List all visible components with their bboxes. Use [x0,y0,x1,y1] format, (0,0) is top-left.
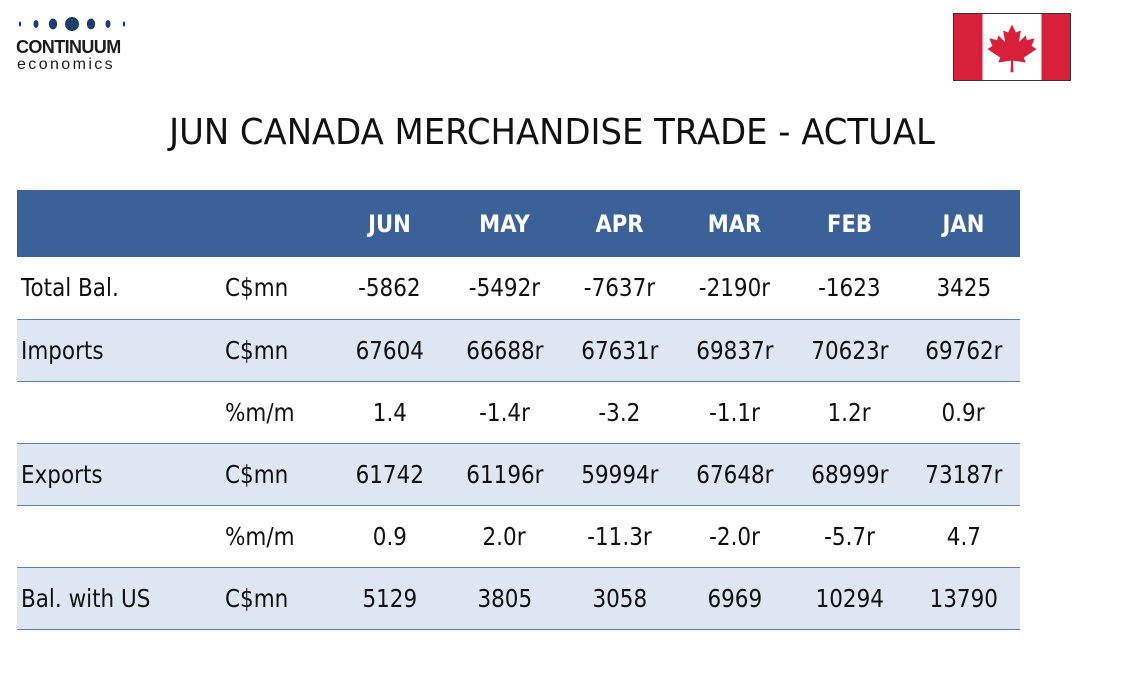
row-label: Bal. with US [21,583,151,613]
table-cell: 70623r [810,335,889,365]
table-cell: 73187r [924,459,1003,489]
row-unit: C$mn [225,335,289,365]
column-header: JAN [942,209,985,238]
row-label: Imports [21,335,104,365]
column-header: JUN [368,209,411,238]
column-header: FEB [827,209,872,238]
table-cell: 0.9r [941,397,986,427]
trade-table: JUN MAY APR MAR FEB JAN Total Bal. C$mn … [17,190,1020,630]
table-cell: 10294 [815,583,884,613]
logo-wordmark-line2: economics [17,56,116,73]
table-cell: 61742 [355,459,424,489]
row-unit: C$mn [225,459,289,489]
table-cell: -2.0r [709,521,760,551]
table-cell: 3805 [477,583,532,613]
table-header-row: JUN MAY APR MAR FEB JAN [17,190,1020,257]
table-cell: 61196r [465,459,544,489]
table-cell: -5862 [358,273,421,303]
table-cell: -5492r [468,273,541,303]
table-cell: 67631r [580,335,659,365]
table-cell: 5129 [362,583,417,613]
table-cell: -1.1r [709,397,760,427]
row-unit: %m/m [225,397,295,427]
row-unit: %m/m [225,521,295,551]
table-cell: 66688r [465,335,544,365]
table-cell: 67648r [695,459,774,489]
table-cell: 59994r [580,459,659,489]
table-row: %m/m 0.9 2.0r -11.3r -2.0r -5.7r 4.7 [17,505,1020,567]
table-cell: 1.2r [827,397,872,427]
column-header: APR [595,209,644,238]
table-cell: -7637r [583,273,656,303]
table-cell: -1623 [818,273,881,303]
table-cell: -3.2 [598,397,641,427]
table-cell: 69837r [695,335,774,365]
table-cell: 67604 [355,335,424,365]
row-label: Exports [21,459,103,489]
table-cell: 68999r [810,459,889,489]
row-label: Total Bal. [21,273,119,303]
table-cell: -1.4r [479,397,530,427]
table-cell: 6969 [707,583,762,613]
table-cell: -2190r [698,273,771,303]
table-row: Exports C$mn 61742 61196r 59994r 67648r … [17,443,1020,505]
logo-wordmark-line1: CONTINUUM [16,37,121,57]
header-blank [229,190,326,257]
table-cell: 0.9 [372,521,407,551]
table-row: Bal. with US C$mn 5129 3805 3058 6969 10… [17,567,1020,629]
page-title: JUN CANADA MERCHANDISE TRADE - ACTUAL [169,112,935,153]
header-blank [29,190,209,257]
table-cell: 13790 [929,583,998,613]
table-cell: 1.4 [372,397,407,427]
column-header: MAR [707,209,762,238]
row-unit: C$mn [225,273,289,303]
maple-leaf-icon [987,24,1037,73]
logo-dots-icon [18,17,126,31]
row-unit: C$mn [225,583,289,613]
table-cell: 3425 [936,273,991,303]
table-row: Total Bal. C$mn -5862 -5492r -7637r -219… [17,257,1020,319]
table-cell: -11.3r [587,521,652,551]
row-label [17,505,222,567]
table-row: %m/m 1.4 -1.4r -3.2 -1.1r 1.2r 0.9r [17,381,1020,443]
column-header: MAY [479,209,530,238]
table-cell: 2.0r [482,521,527,551]
table-cell: 69762r [924,335,1003,365]
canada-flag [953,13,1071,81]
table-row: Imports C$mn 67604 66688r 67631r 69837r … [17,319,1020,381]
row-label [17,381,222,443]
table-cell: 4.7 [946,521,981,551]
table-cell: 3058 [592,583,647,613]
continuum-economics-logo: CONTINUUM economics [16,14,136,76]
table-cell: -5.7r [824,521,875,551]
